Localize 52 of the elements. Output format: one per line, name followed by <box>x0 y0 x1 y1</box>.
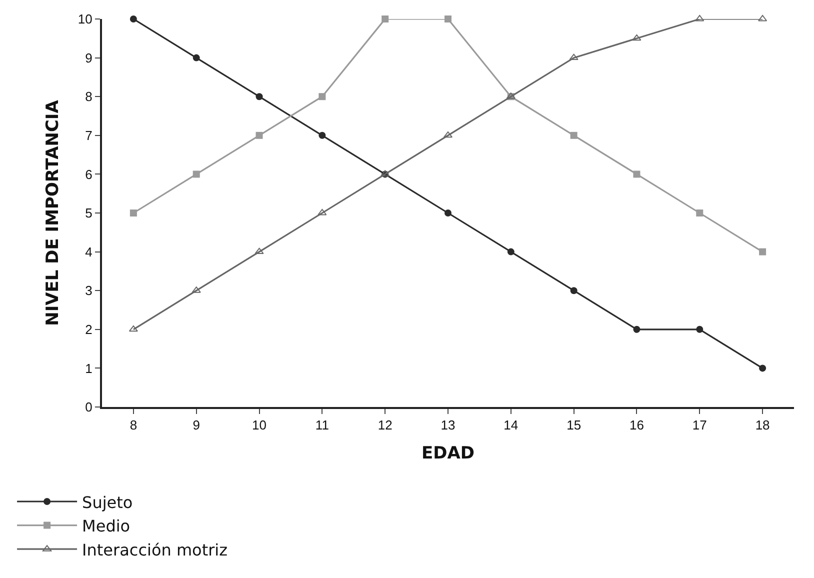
x-tick-label: 13 <box>440 418 456 433</box>
point <box>507 248 514 256</box>
y-tick-label: 8 <box>85 89 92 104</box>
legend-label: Medio <box>82 516 130 536</box>
point <box>254 248 264 254</box>
point <box>696 210 704 216</box>
point <box>128 325 138 332</box>
y-tick-label: 3 <box>85 283 92 298</box>
y-tick-label: 9 <box>85 50 92 66</box>
y-tick-label: 10 <box>78 12 92 27</box>
y-tick-label: 1 <box>85 360 92 376</box>
x-tick-label: 8 <box>130 418 138 433</box>
point <box>759 364 766 372</box>
x-tick-label: 17 <box>692 418 707 433</box>
point <box>444 16 452 22</box>
y-tick-label: 4 <box>85 244 92 260</box>
point <box>318 93 326 100</box>
point <box>256 93 263 100</box>
point <box>192 54 200 62</box>
x-tick-label: 12 <box>378 418 392 433</box>
point <box>130 16 137 22</box>
point <box>256 132 263 139</box>
x-tick-label: 9 <box>192 418 200 433</box>
point <box>444 210 452 216</box>
x-tick-label: 15 <box>566 418 582 433</box>
x-axis-title: EDAD <box>422 444 474 464</box>
y-tick-label: 6 <box>85 166 92 182</box>
point <box>382 16 389 22</box>
point <box>192 170 200 178</box>
y-tick-label: 0 <box>85 400 92 415</box>
point <box>633 170 640 178</box>
point <box>632 34 642 41</box>
point <box>570 287 578 294</box>
point <box>569 54 578 60</box>
x-tick-label: 14 <box>504 418 518 433</box>
point <box>633 326 640 333</box>
x-tick-label: 11 <box>315 418 329 433</box>
legend-label: Sujeto <box>82 492 133 512</box>
point <box>443 131 453 138</box>
y-tick-label: 7 <box>85 128 92 143</box>
x-tick-label: 16 <box>629 418 644 433</box>
point <box>696 326 704 333</box>
y-tick-label: 2 <box>85 322 92 337</box>
x-tick-label: 10 <box>252 418 267 433</box>
y-tick-label: 5 <box>85 206 92 221</box>
point <box>570 132 578 139</box>
x-tick-label: 18 <box>755 418 770 433</box>
y-axis-title: NIVEL DE IMPORTANCIA <box>42 99 63 326</box>
point <box>318 132 326 139</box>
point <box>130 210 137 216</box>
legend-label: Interacción motriz <box>82 540 228 560</box>
point <box>759 248 766 256</box>
